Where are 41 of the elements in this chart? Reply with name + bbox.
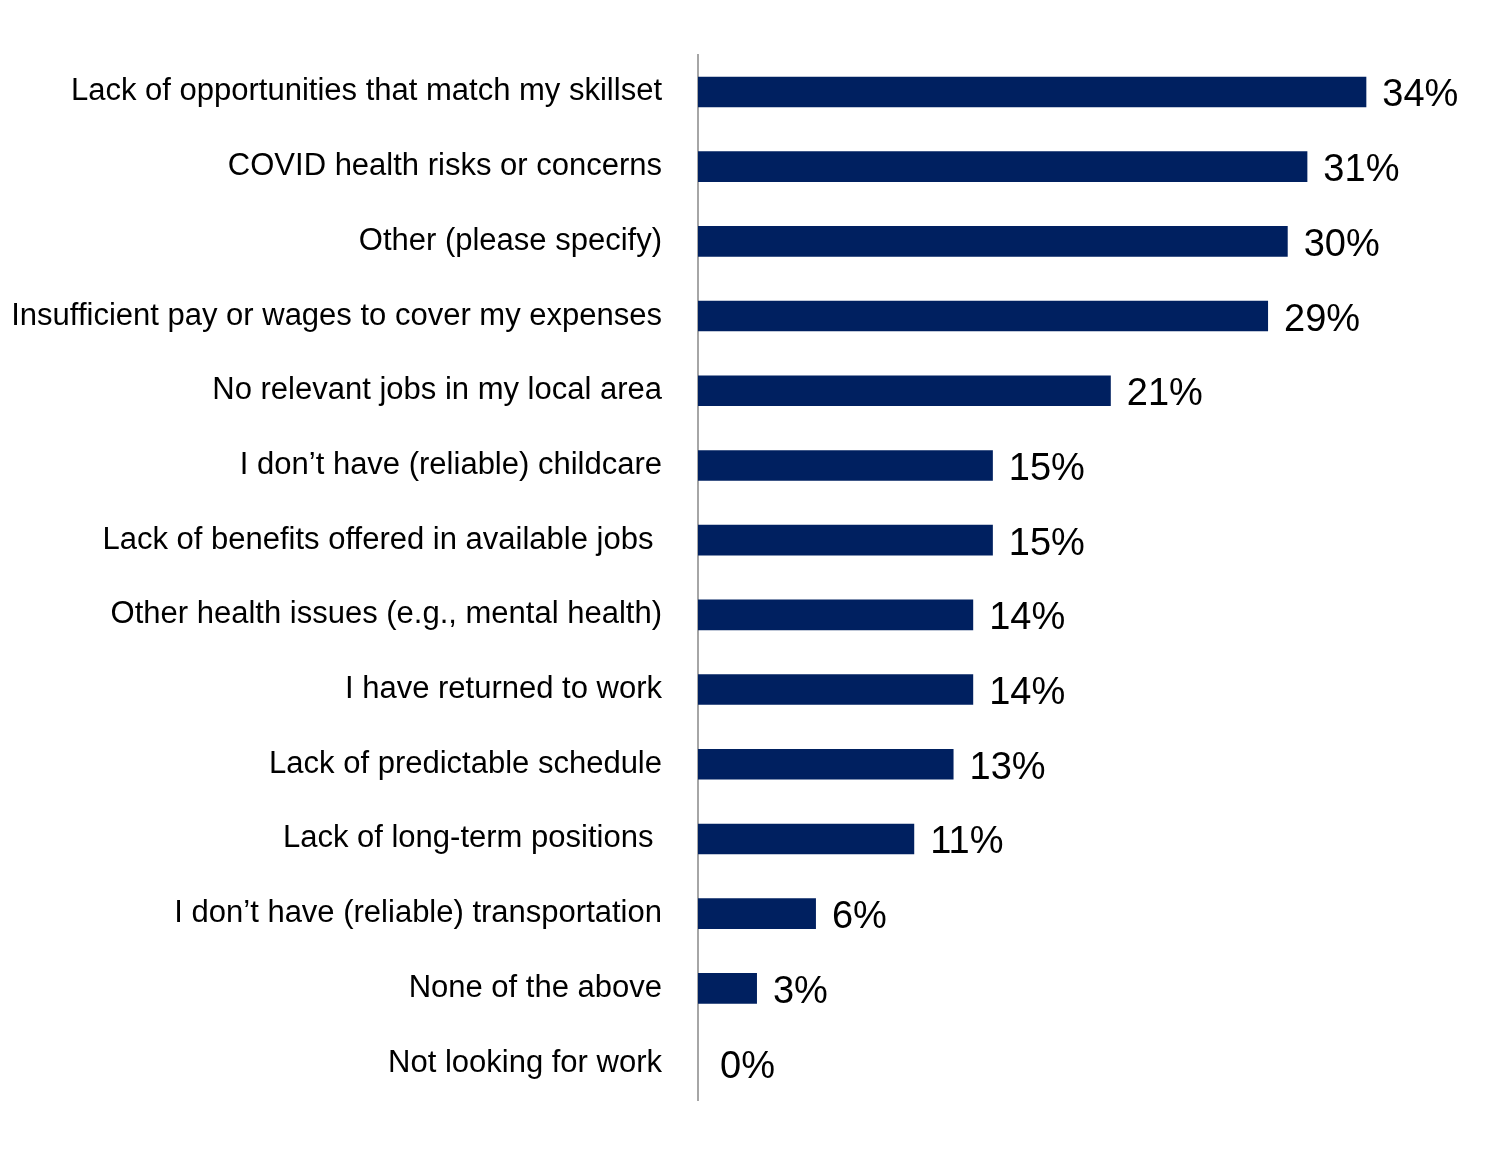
bar — [698, 300, 1269, 332]
bar — [698, 973, 757, 1004]
data-label: 13% — [969, 744, 1046, 787]
data-label: 14% — [989, 670, 1066, 713]
data-label: 34% — [1382, 72, 1459, 115]
data-label: 21% — [1126, 371, 1203, 414]
bar — [698, 450, 993, 481]
y-tick-label: Other (please specify) — [358, 221, 662, 257]
bar — [698, 524, 993, 556]
y-tick-label: COVID health risks or concerns — [227, 147, 662, 183]
y-tick-label: Not looking for work — [388, 1043, 663, 1079]
y-tick-label: Lack of opportunities that match my skillset — [71, 72, 663, 108]
bar — [698, 898, 816, 929]
y-tick-label: Insufficient pay or wages to cover my expenses — [11, 296, 662, 332]
y-tick-label: None of the above — [408, 968, 662, 1004]
data-label: 29% — [1284, 296, 1361, 339]
bar — [698, 76, 1367, 108]
y-tick-label: I don’t have (reliable) childcare — [239, 446, 662, 481]
data-label: 30% — [1303, 221, 1380, 264]
y-tick-label: Lack of benefits offered in available jobs — [102, 520, 662, 556]
data-label: 15% — [1008, 445, 1085, 488]
data-label: 11% — [930, 819, 1004, 862]
y-tick-label: I don’t have (reliable) transportation — [174, 894, 662, 930]
y-tick-label: Lack of long-term positions — [282, 819, 662, 855]
bar — [698, 674, 974, 705]
data-label: 0% — [720, 1043, 775, 1086]
bar — [698, 748, 954, 780]
y-tick-label: Lack of predictable schedule — [269, 744, 662, 780]
bar — [698, 226, 1288, 257]
bar — [698, 599, 974, 631]
bar — [698, 823, 915, 855]
y-tick-label: Other health issues (e.g., mental health) — [110, 595, 662, 631]
data-label: 14% — [989, 595, 1066, 638]
data-label: 3% — [772, 968, 828, 1011]
data-label: 31% — [1323, 147, 1400, 190]
bar — [698, 375, 1111, 407]
y-tick-label: No relevant jobs in my local area — [212, 371, 663, 407]
bar — [698, 151, 1308, 182]
y-tick-label: I have returned to work — [344, 670, 663, 706]
data-label: 6% — [831, 894, 887, 937]
data-label: 15% — [1008, 520, 1085, 563]
